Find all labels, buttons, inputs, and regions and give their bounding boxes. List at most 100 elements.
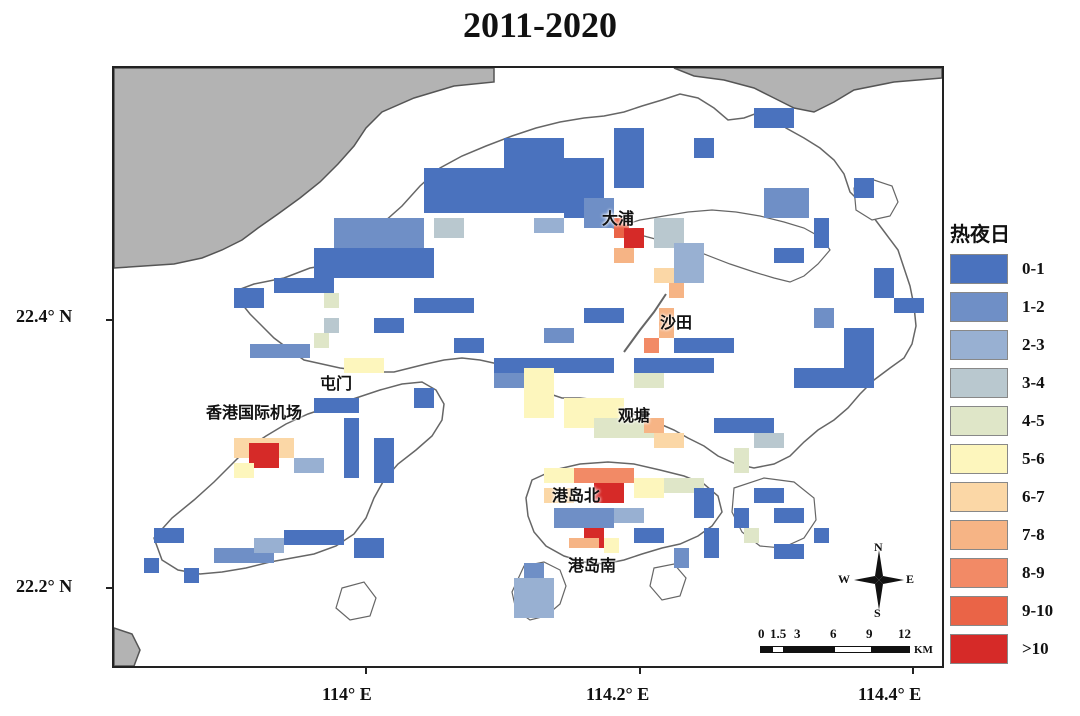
grid-cell	[634, 493, 649, 498]
grid-cell	[829, 323, 834, 328]
grid-cell	[279, 453, 294, 458]
grid-cell	[774, 544, 789, 559]
grid-cell	[594, 173, 604, 188]
lat-label-22.2: 22.2° N	[16, 576, 73, 596]
grid-cell	[649, 358, 664, 373]
island-sw	[335, 581, 377, 621]
grid-cell	[519, 198, 534, 213]
grid-cell	[234, 288, 249, 303]
grid-cell	[539, 563, 544, 578]
scale-tick-3: 3	[794, 626, 801, 641]
legend-swatch	[950, 330, 1008, 360]
grid-cell	[289, 278, 304, 293]
grid-cell	[544, 328, 559, 343]
grid-cell	[694, 138, 709, 153]
grid-cell	[634, 373, 649, 388]
grid-cell	[534, 138, 549, 153]
grid-cell	[629, 158, 644, 173]
place-label-airport: 香港国际机场	[206, 403, 303, 422]
grid-cell	[539, 368, 554, 383]
grid-cell	[614, 128, 629, 143]
scale-unit: KM	[914, 644, 933, 656]
place-label-hk-island-north: 港岛北	[552, 486, 601, 505]
grid-cell	[509, 373, 524, 388]
grid-cell	[609, 418, 624, 433]
grid-cell	[414, 388, 429, 403]
grid-cell	[544, 488, 559, 503]
scale-seg-1	[760, 646, 772, 653]
grid-cell	[694, 153, 709, 158]
grid-cell	[359, 263, 374, 278]
grid-cell	[409, 218, 424, 233]
grid-cell	[389, 438, 394, 453]
grid-cell	[909, 298, 924, 313]
grid-cell	[744, 418, 759, 433]
grid-cell	[769, 108, 784, 123]
legend-label: 6-7	[1022, 487, 1045, 506]
legend-swatch	[950, 406, 1008, 436]
legend-swatch	[950, 444, 1008, 474]
grid-cell	[644, 338, 659, 353]
grid-cell	[624, 243, 639, 248]
grid-cell	[404, 263, 419, 278]
grid-cell	[524, 383, 539, 398]
lon-label-114.4: 114.4° E	[858, 684, 922, 704]
grid-cell	[349, 218, 364, 233]
grid-cell	[674, 243, 689, 258]
scale-tick-12: 12	[898, 626, 911, 641]
grid-cell	[704, 528, 719, 543]
legend-items: 0-1 1-2 2-3 3-4 4-5 5-6 6-7 7-8 8-9 9-10 >10	[950, 253, 1075, 665]
grid-cell	[424, 183, 439, 198]
grid-cell	[654, 218, 669, 233]
grid-cell	[629, 508, 644, 523]
grid-cell	[674, 338, 689, 353]
grid-cell	[359, 358, 374, 373]
legend-swatch	[950, 368, 1008, 398]
grid-cell	[639, 243, 644, 248]
grid-cell	[344, 463, 359, 478]
grid-cell	[354, 538, 369, 553]
mainland-shenzhen	[114, 68, 495, 269]
lat-tick-22.2	[106, 587, 114, 589]
grid-cell	[284, 530, 299, 545]
mainland-corner	[114, 627, 141, 666]
grid-cell	[334, 218, 349, 233]
lon-tick-114	[365, 666, 367, 674]
grid-cell	[594, 188, 604, 203]
grid-cell	[374, 358, 384, 373]
grid-cell	[314, 530, 329, 545]
grid-cell	[844, 373, 859, 388]
grid-cell	[629, 248, 634, 263]
scale-tick-9: 9	[866, 626, 873, 641]
grid-cell	[769, 123, 784, 128]
legend-item: 4-5	[950, 405, 1075, 437]
grid-cell	[734, 463, 749, 473]
legend-item: 9-10	[950, 595, 1075, 627]
grid-cell	[609, 498, 624, 503]
grid-cell	[709, 153, 714, 158]
grid-cell	[654, 233, 669, 248]
grid-cell	[759, 418, 774, 433]
grid-cell	[754, 488, 769, 503]
grid-cell	[484, 168, 499, 183]
grid-cell	[389, 468, 394, 483]
grid-cell	[504, 183, 519, 198]
grid-cell	[379, 218, 394, 233]
grid-cell	[364, 233, 379, 248]
grid-cell	[234, 303, 249, 308]
grid-cell	[534, 183, 549, 198]
grid-cell	[859, 343, 874, 358]
grid-cell	[299, 530, 314, 545]
grid-cell	[344, 448, 359, 463]
grid-cell	[754, 108, 769, 123]
legend-swatch	[950, 596, 1008, 626]
grid-cell	[704, 338, 719, 353]
grid-cell	[674, 258, 689, 273]
grid-cell	[714, 418, 729, 433]
grid-cell	[504, 168, 519, 183]
grid-cell	[554, 358, 569, 373]
grid-cell	[539, 383, 554, 398]
grid-cell	[794, 188, 809, 203]
grid-cell	[734, 523, 749, 528]
grid-cell	[529, 608, 544, 618]
